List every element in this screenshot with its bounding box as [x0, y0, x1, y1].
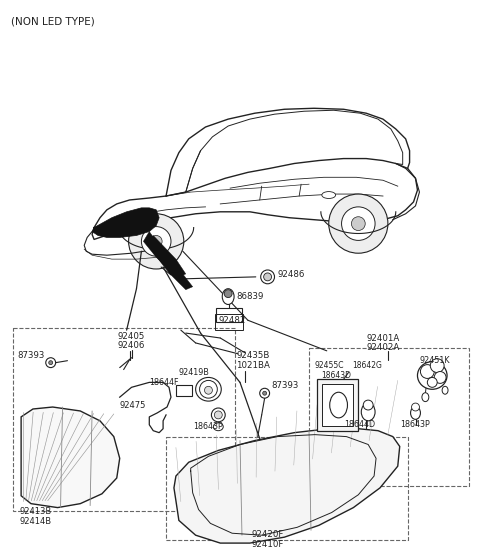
- Bar: [176, 385, 192, 396]
- Bar: [309, 348, 469, 486]
- Circle shape: [263, 391, 266, 395]
- Text: 92455C: 92455C: [315, 361, 345, 370]
- Circle shape: [430, 359, 444, 373]
- Text: 18644D: 18644D: [345, 420, 376, 429]
- Polygon shape: [21, 407, 120, 508]
- Text: 92475: 92475: [120, 401, 146, 410]
- Text: 18643D: 18643D: [321, 371, 351, 380]
- Circle shape: [200, 380, 217, 398]
- Text: 18642G: 18642G: [352, 361, 382, 370]
- Text: 18643P: 18643P: [192, 422, 222, 431]
- Polygon shape: [149, 240, 192, 290]
- Circle shape: [363, 400, 373, 410]
- Circle shape: [264, 273, 272, 281]
- Circle shape: [224, 290, 232, 298]
- Ellipse shape: [442, 386, 448, 394]
- Ellipse shape: [196, 378, 221, 401]
- Bar: [216, 314, 243, 330]
- Text: 18644F: 18644F: [149, 378, 179, 387]
- Ellipse shape: [422, 392, 429, 402]
- Text: 92401A: 92401A: [366, 333, 399, 342]
- Bar: [322, 384, 353, 426]
- Bar: [166, 437, 408, 540]
- Ellipse shape: [211, 408, 225, 422]
- Circle shape: [204, 386, 212, 394]
- Ellipse shape: [418, 362, 447, 389]
- Circle shape: [150, 236, 162, 247]
- Circle shape: [342, 207, 375, 241]
- Ellipse shape: [322, 192, 336, 199]
- Text: 87393: 87393: [17, 351, 45, 360]
- Bar: [317, 379, 358, 431]
- Text: 1021BA: 1021BA: [236, 361, 270, 370]
- Ellipse shape: [214, 423, 223, 431]
- Text: 92405: 92405: [118, 332, 145, 341]
- Polygon shape: [144, 231, 176, 269]
- Circle shape: [142, 226, 171, 256]
- Text: 92435B: 92435B: [236, 351, 269, 360]
- Ellipse shape: [410, 406, 420, 420]
- Text: 92413B: 92413B: [19, 507, 51, 516]
- Text: 92402A: 92402A: [366, 343, 399, 352]
- Circle shape: [46, 358, 56, 368]
- Circle shape: [260, 388, 270, 398]
- Text: 92420F: 92420F: [252, 530, 284, 539]
- Text: 92414B: 92414B: [19, 517, 51, 526]
- Circle shape: [129, 214, 184, 269]
- Circle shape: [215, 411, 222, 419]
- Circle shape: [427, 378, 437, 388]
- Ellipse shape: [330, 392, 348, 418]
- Polygon shape: [146, 236, 186, 277]
- Bar: [13, 328, 235, 511]
- Circle shape: [329, 194, 388, 253]
- Circle shape: [351, 217, 365, 231]
- Circle shape: [411, 403, 420, 411]
- Circle shape: [434, 371, 446, 383]
- Circle shape: [420, 365, 434, 379]
- Ellipse shape: [222, 289, 234, 305]
- Bar: [216, 309, 242, 322]
- Text: 92486: 92486: [277, 270, 305, 279]
- Text: 92419B: 92419B: [179, 368, 210, 377]
- Text: 92451K: 92451K: [420, 356, 450, 365]
- Ellipse shape: [261, 270, 275, 284]
- Text: 92406: 92406: [118, 341, 145, 351]
- Polygon shape: [92, 208, 159, 237]
- Text: 87393: 87393: [272, 381, 299, 390]
- Text: 92410F: 92410F: [252, 539, 284, 549]
- Circle shape: [49, 360, 53, 365]
- Polygon shape: [174, 429, 400, 543]
- Text: 18643P: 18643P: [400, 420, 430, 429]
- Text: 92482: 92482: [218, 316, 246, 325]
- Text: 86839: 86839: [236, 292, 264, 301]
- Text: (NON LED TYPE): (NON LED TYPE): [11, 17, 95, 26]
- Ellipse shape: [361, 403, 375, 421]
